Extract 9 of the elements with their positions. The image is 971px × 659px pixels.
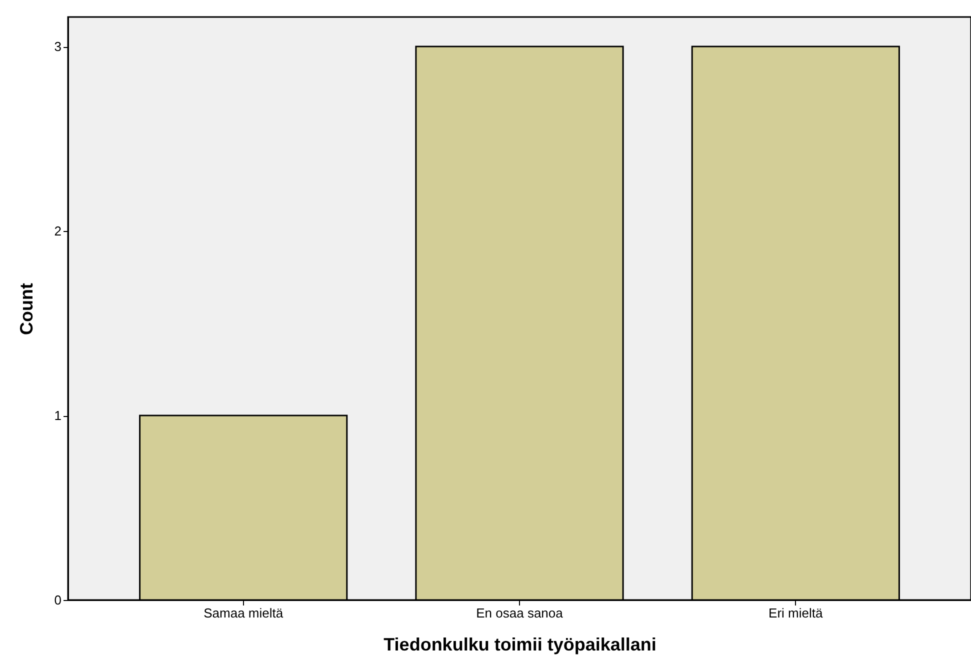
y-axis-title: Count <box>16 283 36 335</box>
x-tick-label: Eri mieltä <box>768 606 824 620</box>
x-tick-label: En osaa sanoa <box>476 606 564 620</box>
y-tick-label: 2 <box>54 224 62 239</box>
y-tick-label: 0 <box>54 592 62 608</box>
y-tick-label: 3 <box>54 39 62 54</box>
x-axis-title: Tiedonkulku toimii työpaikallani <box>384 634 656 654</box>
y-tick-label: 1 <box>54 408 62 424</box>
x-tick-label: Samaa mieltä <box>204 606 284 620</box>
